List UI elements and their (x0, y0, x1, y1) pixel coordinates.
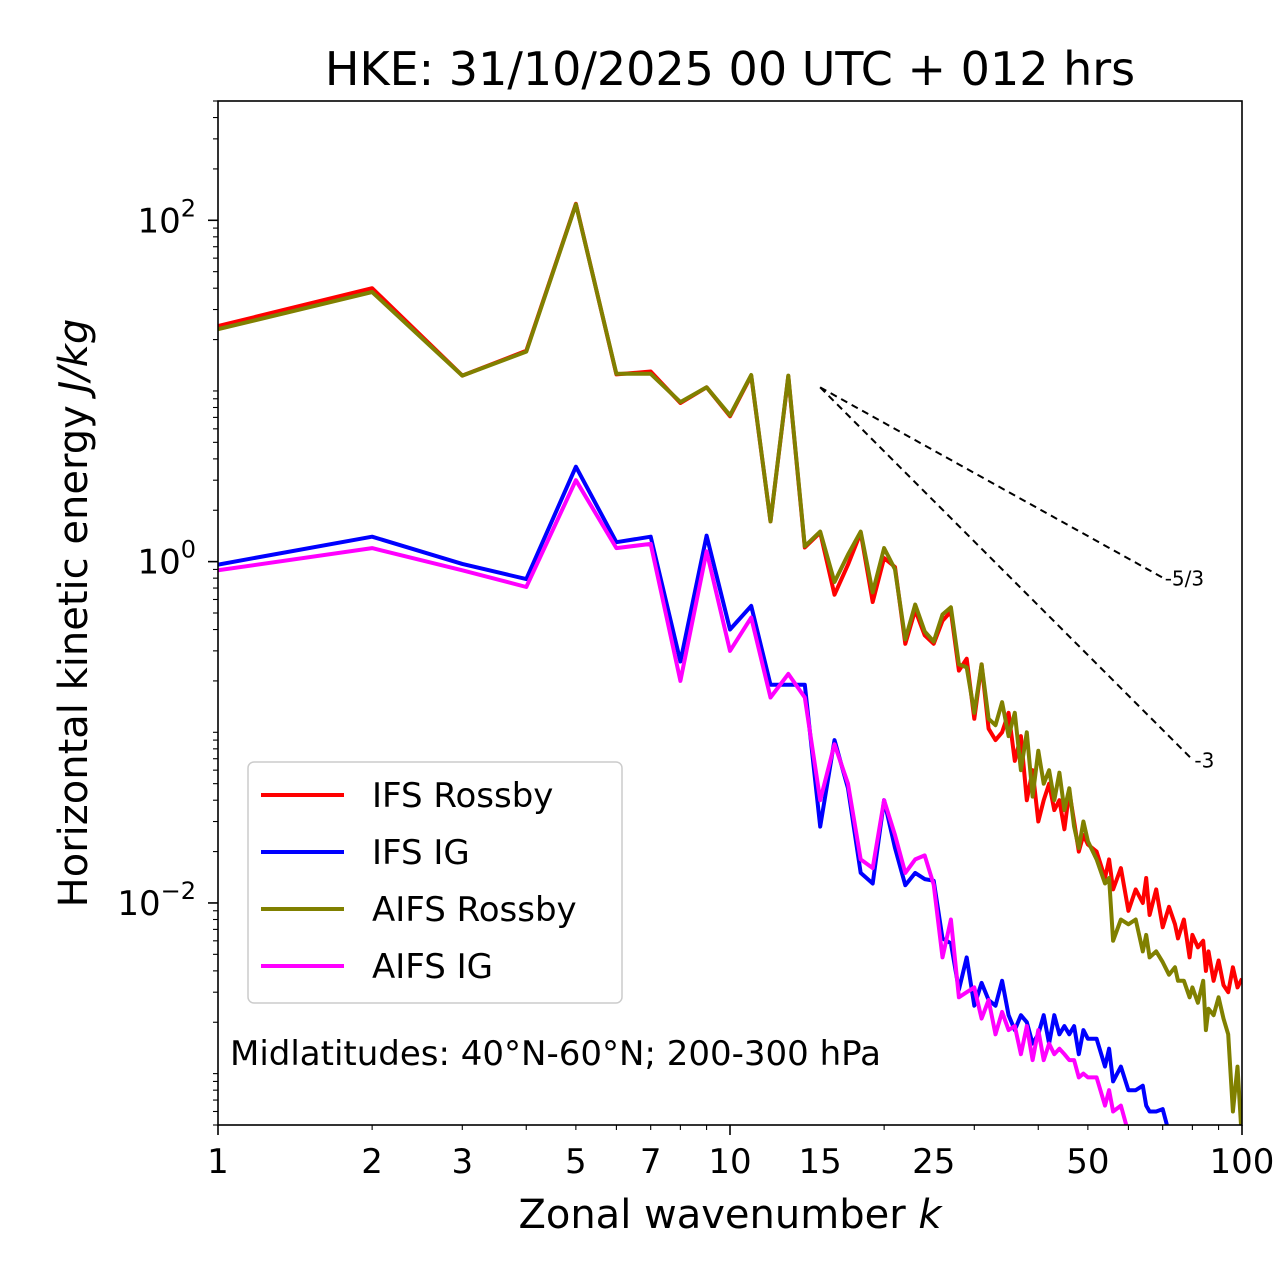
chart-title: HKE: 31/10/2025 00 UTC + 012 hrs (325, 42, 1135, 96)
x-tick-label: 5 (565, 1142, 587, 1182)
x-tick-label: 10 (708, 1142, 751, 1182)
reference-line (819, 386, 1164, 579)
legend-label: IFS Rossby (372, 776, 553, 816)
x-axis-label-text: Zonal wavenumber (518, 1192, 918, 1238)
reference-line (819, 386, 1194, 761)
y-tick-label: 100 (137, 536, 196, 583)
legend-box (247, 761, 623, 1004)
x-tick-label: 1 (207, 1142, 229, 1182)
y-tick-label: 102 (137, 194, 196, 241)
reference-line-label: -3 (1194, 749, 1214, 773)
x-tick-label: 15 (799, 1142, 842, 1182)
x-tick-label: 2 (361, 1142, 383, 1182)
axis-ticks (208, 100, 1243, 1135)
reference-slope-lines: -5/3 -3 (819, 386, 1214, 773)
x-axis-label-symbol: k (918, 1192, 943, 1238)
series-line (218, 478, 1129, 1125)
x-tick-label: 3 (451, 1142, 473, 1182)
y-axis-label-unit: J/kg (51, 319, 97, 400)
x-axis-label: Zonal wavenumber k (518, 1192, 943, 1238)
legend-label: IFS IG (372, 833, 470, 873)
legend-label: AIFS IG (372, 947, 493, 987)
region-annotation: Midlatitudes: 40°N-60°N; 200-300 hPa (230, 1034, 881, 1074)
legend: IFS Rossby IFS IG AIFS Rossby AIFS IG (247, 761, 623, 1004)
y-tick-label: 10−2 (117, 877, 196, 924)
y-axis-label-text: Horizontal kinetic energy (51, 393, 97, 908)
x-tick-label: 7 (640, 1142, 662, 1182)
x-tick-label: 50 (1066, 1142, 1109, 1182)
y-axis-label: Horizontal kinetic energy J/kg (51, 319, 97, 908)
reference-line-label: -5/3 (1165, 567, 1204, 591)
x-tick-label: 100 (1210, 1142, 1275, 1182)
series-layer (218, 201, 1242, 1125)
tick-labels: 1 2 3 5 7 10 15 25 50 100 10−2 100 102 (117, 194, 1274, 1182)
series-line (218, 202, 1242, 1125)
x-tick-label: 25 (912, 1142, 955, 1182)
plot-frame (217, 100, 1243, 1126)
legend-label: AIFS Rossby (372, 890, 577, 930)
